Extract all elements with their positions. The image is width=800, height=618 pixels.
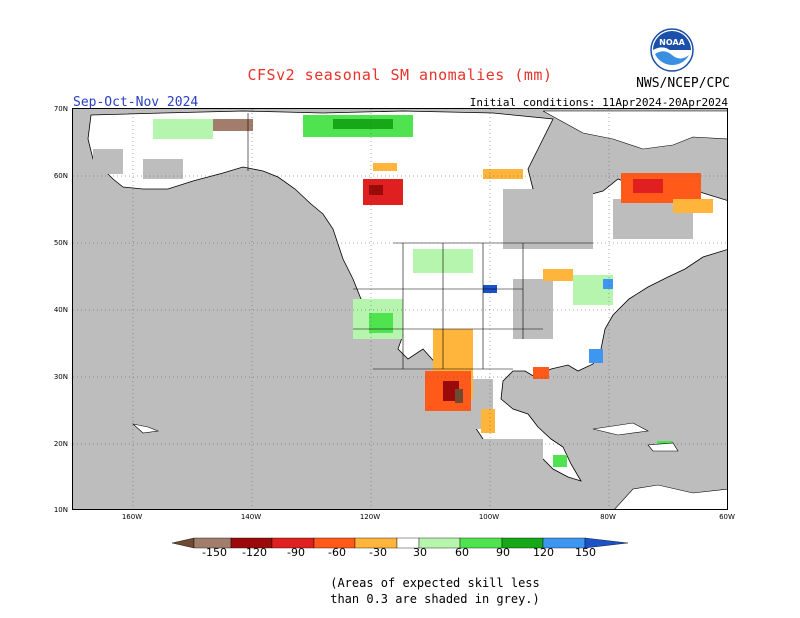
lat-label: 10N bbox=[53, 506, 68, 514]
legend-tick: 150 bbox=[575, 546, 596, 559]
legend-colorbar bbox=[172, 537, 628, 549]
legend-tick: -60 bbox=[328, 546, 346, 559]
svg-text:NOAA: NOAA bbox=[659, 38, 685, 47]
legend-tick: 90 bbox=[496, 546, 510, 559]
skill-note: (Areas of expected skill less than 0.3 a… bbox=[0, 575, 800, 607]
lon-label: 120W bbox=[359, 513, 381, 521]
caribbean-islands bbox=[131, 422, 679, 452]
lon-label: 140W bbox=[240, 513, 262, 521]
lat-label: 50N bbox=[53, 239, 68, 247]
map-canvas bbox=[73, 109, 727, 509]
initial-conditions: Initial conditions: 11Apr2024-20Apr2024 bbox=[469, 96, 728, 109]
lat-label: 60N bbox=[53, 172, 68, 180]
legend-tick: -150 bbox=[202, 546, 227, 559]
arctic-islands bbox=[542, 110, 727, 150]
lon-label: 60W bbox=[719, 513, 735, 521]
wet-anomalies bbox=[153, 115, 673, 467]
legend-tick: -120 bbox=[242, 546, 267, 559]
lat-label: 30N bbox=[53, 373, 68, 381]
forecast-period: Sep-Oct-Nov 2024 bbox=[73, 95, 199, 110]
noaa-logo-icon: NOAA bbox=[650, 28, 694, 72]
boundaries bbox=[247, 113, 593, 370]
legend-tick: 30 bbox=[413, 546, 427, 559]
dry-anomalies bbox=[213, 119, 713, 433]
lon-label: 160W bbox=[121, 513, 143, 521]
agency-label: NWS/NCEP/CPC bbox=[636, 76, 730, 91]
skill-note-line: than 0.3 are shaded in grey.) bbox=[330, 592, 540, 606]
skill-note-line: (Areas of expected skill less bbox=[330, 576, 540, 590]
map-title: CFSv2 seasonal SM anomalies (mm) bbox=[247, 66, 553, 84]
lon-label: 80W bbox=[600, 513, 616, 521]
lon-label: 100W bbox=[478, 513, 500, 521]
legend-tick: 120 bbox=[533, 546, 554, 559]
legend-tick: 60 bbox=[455, 546, 469, 559]
anomaly-map bbox=[72, 108, 728, 510]
lat-label: 70N bbox=[53, 105, 68, 113]
south-america-land bbox=[614, 484, 727, 509]
legend-tick: -30 bbox=[369, 546, 387, 559]
lat-label: 20N bbox=[53, 440, 68, 448]
lat-label: 40N bbox=[53, 306, 68, 314]
legend-tick: -90 bbox=[287, 546, 305, 559]
graticule bbox=[73, 109, 727, 509]
